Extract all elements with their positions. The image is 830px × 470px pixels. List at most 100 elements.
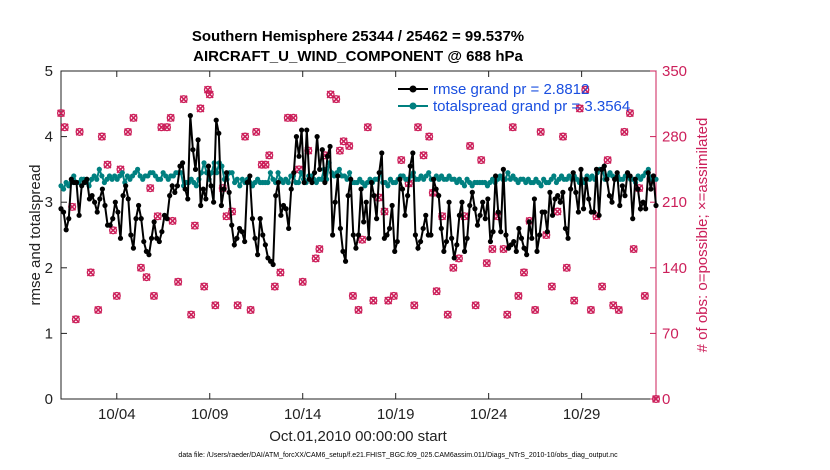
rmse-point	[345, 193, 351, 199]
obs-assimilated-marker	[265, 151, 274, 160]
obs-possible-marker	[514, 291, 523, 300]
obs-assimilated-marker	[200, 282, 209, 291]
obs-possible-marker	[205, 90, 214, 99]
rmse-point	[438, 225, 444, 232]
totalspread-point	[295, 179, 302, 186]
obs-assimilated-marker	[547, 282, 556, 291]
rmse-point	[412, 232, 419, 238]
obs-possible-marker	[241, 132, 250, 141]
rmse-point	[208, 183, 214, 189]
obs-possible-marker	[187, 310, 196, 319]
rmse-point	[459, 199, 465, 205]
rmse-point	[392, 248, 398, 254]
rmse-point	[146, 252, 152, 258]
obs-assimilated-marker	[153, 212, 162, 221]
x-tick-label: 10/24	[470, 406, 508, 423]
legend: rmse grand pr = 2.8812 totalspread grand…	[398, 81, 630, 115]
totalspread-point	[157, 176, 164, 182]
totalspread-point	[119, 170, 125, 176]
rmse-point	[195, 137, 201, 143]
rmse-point	[205, 163, 212, 169]
y2-tick-label: 210	[662, 194, 687, 211]
obs-possible-marker	[419, 151, 428, 160]
rmse-point	[213, 117, 219, 123]
y2-tick-label: 70	[662, 325, 679, 342]
rmse-point	[311, 170, 318, 176]
totalspread-point	[551, 173, 557, 179]
obs-possible-marker	[432, 287, 441, 296]
rmse-point	[231, 242, 237, 248]
rmse-point	[363, 199, 369, 205]
obs-assimilated-marker	[559, 132, 567, 141]
rmse-point	[167, 193, 173, 199]
obs-assimilated-marker	[109, 226, 118, 235]
rmse-point	[288, 186, 294, 192]
rmse-point	[92, 199, 98, 205]
obs-possible-marker	[348, 291, 357, 300]
rmse-point	[332, 199, 338, 205]
rmse-point	[159, 229, 165, 235]
obs-possible-marker	[503, 310, 512, 319]
rmse-point	[420, 225, 426, 232]
obs-possible-marker	[629, 245, 638, 254]
obs-assimilated-marker	[620, 127, 629, 136]
chart-subtitle: AIRCRAFT_U_WIND_COMPONENT @ 688 hPa	[193, 48, 523, 65]
rmse-point	[586, 196, 592, 202]
rmse-point	[156, 238, 162, 245]
chart-title: Southern Hemisphere 25344 / 25462 = 99.5…	[192, 28, 524, 45]
rmse-point	[632, 176, 638, 182]
obs-possible-marker	[508, 123, 517, 132]
rmse-point	[417, 238, 424, 245]
rmse-point	[653, 202, 659, 209]
rmse-point	[291, 170, 297, 176]
rmse-point	[366, 235, 372, 241]
rmse-point	[172, 189, 178, 195]
obs-assimilated-marker	[531, 306, 540, 314]
y-axis-label: rmse and totalspread	[27, 165, 44, 306]
obs-possible-marker	[60, 123, 69, 132]
rmse-point	[138, 216, 144, 222]
obs-assimilated-marker	[449, 263, 458, 272]
obs-assimilated-marker	[57, 109, 65, 118]
rmse-point	[622, 193, 628, 199]
rmse-point	[278, 212, 284, 218]
obs-possible-marker	[471, 301, 480, 310]
obs-possible-marker	[136, 263, 146, 272]
rmse-point	[609, 199, 615, 205]
totalspread-point	[96, 166, 102, 172]
obs-possible-marker	[363, 123, 372, 132]
obs-possible-marker	[123, 127, 132, 136]
rmse-point	[469, 189, 475, 195]
rmse-point	[650, 173, 657, 179]
rmse-point	[120, 193, 126, 199]
obs-possible-marker	[575, 104, 584, 113]
rmse-point	[405, 193, 411, 199]
obs-assimilated-marker	[508, 123, 517, 132]
rmse-point	[244, 179, 250, 186]
rmse-point	[60, 209, 67, 215]
rmse-point	[449, 235, 455, 241]
rmse-point	[125, 196, 131, 202]
x-axis-ticks: 10/04 10/09 10/14 10/19 10/24 10/29	[98, 71, 600, 423]
rmse-point	[389, 202, 395, 209]
rmse-point	[498, 229, 504, 235]
obs-possible-marker	[482, 259, 491, 268]
obs-assimilated-marker	[425, 132, 434, 141]
obs-possible-marker	[466, 141, 475, 151]
rmse-point	[371, 193, 377, 199]
rmse-point	[203, 196, 209, 202]
rmse-point	[619, 183, 625, 189]
rmse-point	[386, 225, 393, 232]
rmse-point	[521, 245, 527, 251]
rmse-point	[355, 232, 362, 238]
rmse-point	[97, 196, 103, 202]
rmse-point	[557, 199, 563, 205]
rmse-point	[604, 176, 610, 182]
rmse-point	[480, 199, 486, 205]
totalspread-point	[94, 176, 100, 182]
x-axis-label: Oct.01,2010 00:00:00 start	[269, 428, 447, 445]
obs-assimilated-marker	[603, 156, 612, 164]
totalspread-point	[275, 170, 281, 176]
obs-possible-marker	[228, 207, 237, 216]
obs-possible-marker	[157, 123, 166, 132]
